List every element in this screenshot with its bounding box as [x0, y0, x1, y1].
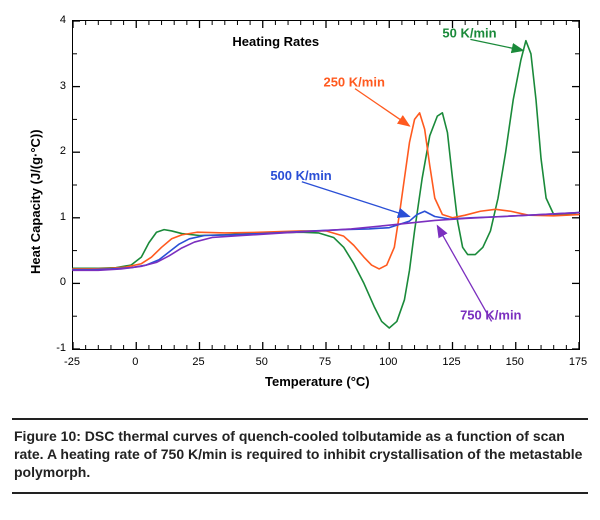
plot-area: Heating Rates50 K/min250 K/min500 K/min7…: [72, 20, 580, 350]
y-tick-label: 4: [42, 14, 66, 26]
plot-wrapper: Heating Rates 50 K/min 250 K/min 500 K/min 7…: [0, 0, 600, 408]
x-tick-label: 75: [319, 356, 331, 368]
x-tick-label: 125: [442, 356, 460, 368]
annotation-arrow: [470, 39, 523, 50]
annotation-label: 50 K/min: [442, 25, 496, 40]
figure-caption: Figure 10: DSC thermal curves of quench-…: [12, 418, 588, 494]
x-tick-label: 175: [569, 356, 587, 368]
y-tick-label: 3: [42, 80, 66, 92]
y-axis-label: Heat Capacity (J/(g·°C)): [28, 129, 43, 274]
annotation-label: Heating Rates: [232, 34, 319, 49]
figure-container: Heating Rates 50 K/min 250 K/min 500 K/min 7…: [0, 0, 600, 520]
annotation-arrow: [302, 182, 410, 217]
x-tick-label: 100: [379, 356, 397, 368]
x-tick-label: 0: [132, 356, 138, 368]
annotation-label: 250 K/min: [323, 75, 384, 90]
series-line: [73, 211, 579, 269]
annotation-label: 500 K/min: [270, 168, 331, 183]
x-tick-label: 150: [506, 356, 524, 368]
x-tick-label: 50: [256, 356, 268, 368]
y-tick-label: 1: [42, 211, 66, 223]
x-tick-label: 25: [192, 356, 204, 368]
annotation-arrow: [355, 89, 410, 126]
y-tick-label: -1: [42, 342, 66, 354]
y-tick-label: 2: [42, 145, 66, 157]
x-tick-label: -25: [64, 356, 80, 368]
series-line: [73, 113, 579, 269]
series-svg: Heating Rates50 K/min250 K/min500 K/min7…: [73, 21, 579, 349]
x-axis-label: Temperature (°C): [265, 374, 370, 389]
y-tick-label: 0: [42, 276, 66, 288]
